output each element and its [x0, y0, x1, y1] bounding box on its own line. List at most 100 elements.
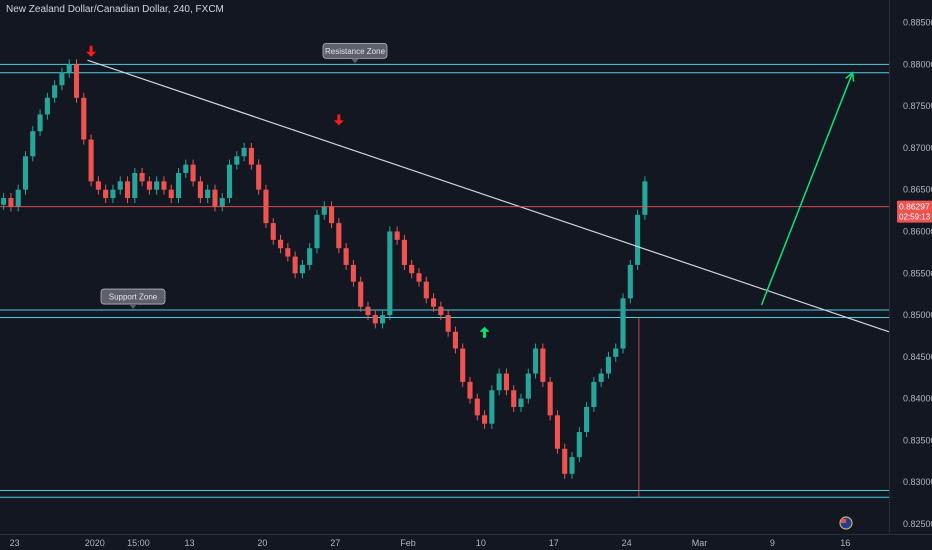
- candle-body[interactable]: [474, 398, 480, 416]
- candle-body[interactable]: [117, 181, 123, 190]
- candle-body[interactable]: [59, 72, 65, 86]
- candle-body[interactable]: [452, 331, 458, 349]
- candle-body[interactable]: [183, 164, 189, 173]
- candle-body[interactable]: [219, 198, 225, 207]
- candle-body[interactable]: [336, 223, 342, 249]
- candle-body[interactable]: [30, 131, 36, 157]
- candle-body[interactable]: [8, 198, 14, 207]
- candle-body[interactable]: [372, 315, 378, 324]
- candle-body[interactable]: [161, 181, 167, 190]
- candle-body[interactable]: [277, 239, 284, 249]
- candle-body[interactable]: [503, 373, 509, 391]
- candle-body[interactable]: [241, 147, 247, 157]
- candle-body[interactable]: [635, 214, 641, 265]
- resistance-zone-label[interactable]: Resistance Zone: [322, 42, 388, 64]
- candle-body[interactable]: [533, 348, 539, 374]
- candle-body[interactable]: [613, 348, 619, 357]
- candle-body[interactable]: [314, 214, 320, 249]
- candle-body[interactable]: [409, 264, 415, 274]
- candle-body[interactable]: [285, 248, 291, 257]
- candle-body[interactable]: [431, 298, 437, 307]
- candle-body[interactable]: [467, 381, 473, 399]
- candle-body[interactable]: [205, 189, 211, 199]
- candle-body[interactable]: [95, 181, 101, 190]
- candle-body[interactable]: [15, 189, 21, 207]
- candle-body[interactable]: [540, 348, 546, 382]
- candle-body[interactable]: [190, 164, 196, 182]
- candle-body[interactable]: [329, 206, 335, 224]
- trendline[interactable]: [87, 59, 890, 333]
- candle-body[interactable]: [416, 273, 422, 282]
- candle-body[interactable]: [248, 147, 254, 165]
- candle-body[interactable]: [394, 231, 400, 240]
- candle-body[interactable]: [212, 189, 218, 207]
- candle-body[interactable]: [554, 415, 560, 449]
- signal-arrow-down-icon[interactable]: [333, 114, 344, 126]
- candle-body[interactable]: [438, 306, 444, 316]
- candle-body[interactable]: [44, 97, 50, 115]
- candle-body[interactable]: [569, 457, 575, 474]
- candle-body[interactable]: [642, 181, 648, 215]
- candle-body[interactable]: [321, 206, 327, 215]
- candle-body[interactable]: [343, 248, 349, 265]
- candle-body[interactable]: [525, 373, 531, 399]
- candle-body[interactable]: [292, 256, 298, 274]
- candle-body[interactable]: [256, 164, 262, 190]
- candle-body[interactable]: [81, 97, 87, 140]
- candle-body[interactable]: [103, 189, 109, 199]
- candle-body[interactable]: [576, 432, 582, 458]
- candle-body[interactable]: [154, 181, 160, 190]
- candle-body[interactable]: [584, 406, 590, 433]
- candle-body[interactable]: [460, 348, 466, 382]
- candle-body[interactable]: [175, 172, 182, 199]
- candle-body[interactable]: [518, 398, 524, 407]
- candle-body[interactable]: [350, 264, 356, 282]
- candle-body[interactable]: [482, 415, 488, 424]
- candle-body[interactable]: [365, 306, 371, 316]
- candle-body[interactable]: [423, 281, 429, 299]
- support-zone-label[interactable]: Support Zone: [100, 288, 166, 310]
- candle-body[interactable]: [146, 181, 152, 190]
- candle-body[interactable]: [73, 64, 80, 98]
- candle-body[interactable]: [620, 298, 626, 349]
- candle-body[interactable]: [511, 390, 517, 407]
- candle-body[interactable]: [139, 172, 145, 182]
- candle-body[interactable]: [445, 315, 451, 332]
- candle-body[interactable]: [598, 373, 604, 382]
- candle-body[interactable]: [22, 156, 29, 190]
- candle-body[interactable]: [168, 189, 174, 199]
- signal-arrow-up-icon[interactable]: [479, 326, 490, 338]
- candle-body[interactable]: [489, 390, 495, 424]
- candle-body[interactable]: [52, 85, 58, 98]
- candle-body[interactable]: [401, 239, 407, 265]
- signal-arrow-down-icon[interactable]: [86, 45, 97, 57]
- candle-body[interactable]: [234, 156, 240, 165]
- candle-body[interactable]: [124, 181, 131, 199]
- candle-body[interactable]: [88, 139, 94, 182]
- candle-body[interactable]: [358, 281, 364, 307]
- candle-body[interactable]: [591, 381, 597, 407]
- candle-body[interactable]: [562, 448, 568, 474]
- candle-body[interactable]: [627, 264, 633, 299]
- candle-body[interactable]: [387, 231, 393, 316]
- candle-body[interactable]: [132, 172, 138, 199]
- candle-body[interactable]: [307, 248, 313, 265]
- candle-body[interactable]: [605, 356, 612, 374]
- candle-body[interactable]: [110, 189, 116, 199]
- candle-body[interactable]: [547, 381, 553, 416]
- candle-body[interactable]: [226, 164, 233, 199]
- candle-body[interactable]: [197, 181, 203, 199]
- candle-body[interactable]: [1, 198, 7, 205]
- candle-body[interactable]: [66, 64, 72, 73]
- candle-body[interactable]: [270, 223, 276, 240]
- projection-arrow-line[interactable]: [760, 72, 854, 306]
- candle-body[interactable]: [299, 264, 305, 274]
- candle-body[interactable]: [380, 315, 386, 324]
- candle-body[interactable]: [37, 114, 43, 132]
- candle-body[interactable]: [496, 373, 502, 391]
- flag-icon[interactable]: [839, 516, 853, 530]
